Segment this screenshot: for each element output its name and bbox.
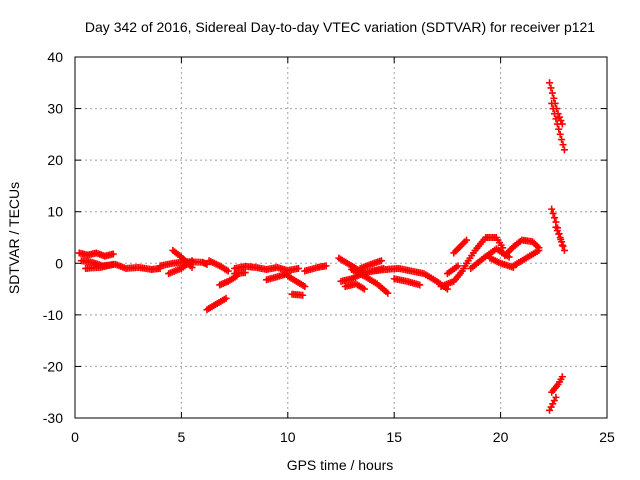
data-point: [555, 125, 563, 133]
x-tick-labels: 0 5 10 15 20 25: [71, 429, 615, 445]
data-point: [360, 285, 368, 293]
data-point: [552, 393, 560, 401]
y-tick-label: 40: [47, 49, 63, 65]
y-tick-label: -10: [43, 307, 63, 323]
data-point: [558, 238, 566, 246]
x-axis-label: GPS time / hours: [287, 457, 394, 473]
data-point: [109, 250, 117, 258]
x-tick-label: 5: [178, 429, 186, 445]
data-point: [546, 79, 554, 87]
data-point: [558, 136, 566, 144]
data-point: [443, 285, 451, 293]
data-point: [560, 246, 568, 254]
data-point: [463, 236, 471, 244]
axis-ticks: [74, 56, 608, 419]
data-point: [241, 269, 249, 277]
y-tick-label: -20: [43, 358, 63, 374]
data-point: [548, 99, 556, 107]
data-point: [416, 281, 424, 289]
data-point: [299, 291, 307, 299]
data-point: [548, 89, 556, 97]
y-axis-label: SDTVAR / TECUs: [6, 182, 22, 294]
data-point: [547, 84, 555, 92]
data-point: [224, 267, 232, 275]
data-point: [552, 223, 560, 231]
plot-frame: [74, 56, 608, 419]
y-tick-label: 20: [47, 152, 63, 168]
y-tick-labels: -30 -20 -10 0 10 20 30 40: [43, 49, 63, 426]
data-point: [188, 257, 196, 265]
chart-title: Day 342 of 2016, Sidereal Day-to-day VTE…: [85, 19, 595, 35]
data-point: [203, 260, 211, 268]
data-point: [454, 262, 462, 270]
data-point: [222, 294, 230, 302]
data-point: [384, 289, 392, 297]
x-tick-label: 25: [599, 429, 615, 445]
data-point: [560, 146, 568, 154]
data-point: [559, 242, 567, 250]
data-point: [553, 227, 561, 235]
data-point: [555, 230, 563, 238]
data-point: [322, 262, 330, 270]
y-tick-label: 30: [47, 101, 63, 117]
data-point: [550, 94, 558, 102]
data-point: [551, 214, 559, 222]
data-point: [549, 209, 557, 217]
data-point: [556, 130, 564, 138]
data-point: [551, 110, 559, 118]
data-point: [552, 115, 560, 123]
data-point: [553, 120, 561, 128]
data-point: [549, 105, 557, 113]
data-point: [294, 264, 302, 272]
grid-lines: [75, 57, 607, 418]
data-point: [557, 117, 565, 125]
data-points: [75, 79, 568, 414]
x-tick-label: 10: [280, 429, 296, 445]
data-point: [559, 141, 567, 149]
data-point: [109, 260, 117, 268]
x-tick-label: 15: [386, 429, 402, 445]
y-tick-label: -30: [43, 410, 63, 426]
data-point: [556, 234, 564, 241]
x-tick-label: 0: [71, 429, 79, 445]
x-tick-label: 20: [493, 429, 509, 445]
data-point: [301, 282, 309, 290]
y-tick-label: 0: [55, 255, 63, 271]
data-point: [188, 263, 196, 271]
data-point: [535, 246, 543, 254]
data-point: [548, 205, 556, 213]
data-point: [555, 113, 563, 121]
data-point: [558, 373, 566, 381]
y-tick-label: 10: [47, 204, 63, 220]
data-point: [377, 257, 385, 265]
